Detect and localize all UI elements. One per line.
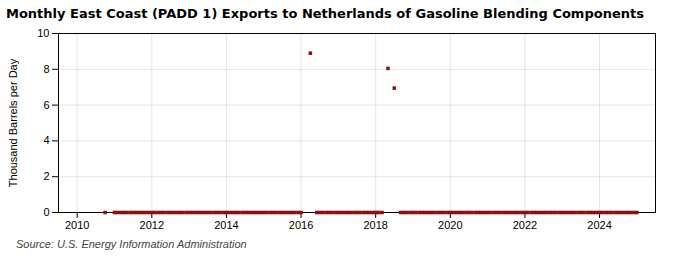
svg-text:6: 6	[43, 99, 49, 111]
svg-text:2024: 2024	[587, 219, 611, 231]
svg-text:8: 8	[43, 63, 49, 75]
svg-text:2014: 2014	[214, 219, 238, 231]
svg-text:2018: 2018	[363, 219, 387, 231]
html-text:Source: U.S. Energy Informatio: Source: U.S. Energy Information Administ…	[16, 238, 247, 250]
svg-text:Thousand Barrels per Day: Thousand Barrels per Day	[7, 58, 19, 187]
svg-text:10: 10	[37, 27, 49, 39]
svg-text:2022: 2022	[513, 219, 537, 231]
svg-text:2020: 2020	[438, 219, 462, 231]
svg-text:2010: 2010	[65, 219, 89, 231]
svg-text:2: 2	[43, 170, 49, 182]
html-text:Monthly East Coast (PADD 1) Ex: Monthly East Coast (PADD 1) Exports to N…	[6, 6, 644, 21]
svg-text:4: 4	[43, 134, 49, 146]
svg-text:2012: 2012	[140, 219, 164, 231]
svg-text:0: 0	[43, 206, 49, 218]
svg-text:2016: 2016	[289, 219, 313, 231]
